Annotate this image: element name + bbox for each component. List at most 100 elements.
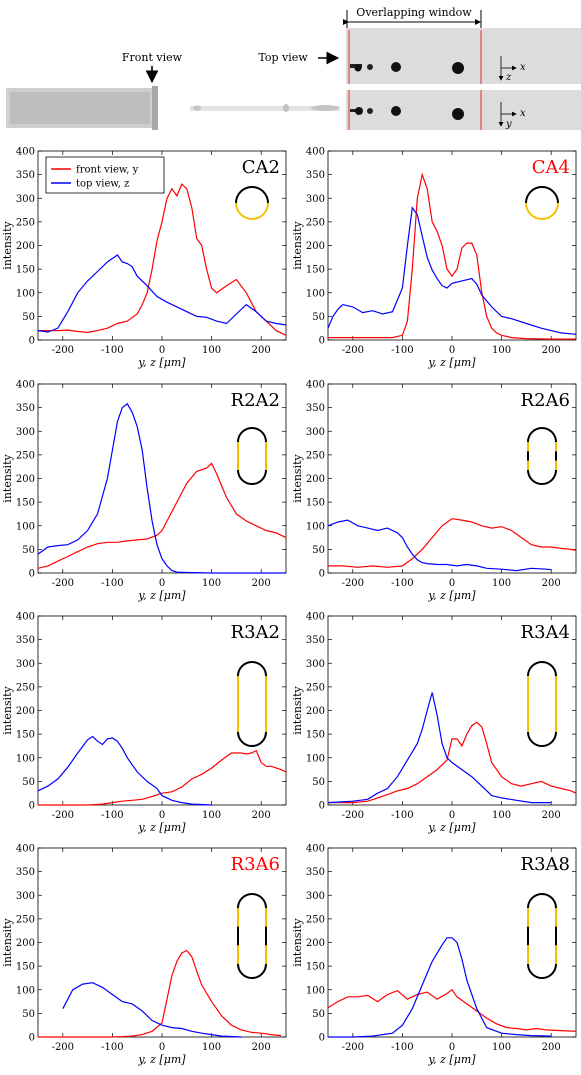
x-axis-label: y, z [μm]: [137, 356, 186, 369]
y-tick-label: 100: [16, 753, 35, 764]
front-view-image: [6, 86, 581, 130]
cross-section-shape-icon: [527, 427, 557, 485]
x-tick-label: 100: [202, 345, 221, 356]
y-tick-label: 200: [306, 474, 325, 485]
axes-glyph-top: x z: [498, 56, 526, 83]
y-tick-label: 50: [22, 1009, 35, 1020]
y-tick-label: 0: [319, 1033, 325, 1044]
svg-text:x: x: [520, 62, 526, 73]
y-axis-label: intensity: [291, 686, 304, 735]
chart-panel-5: -200 -100 0 100 200 0 50 100 150 200 250 300 350 400 y…: [290, 607, 580, 839]
y-tick-label: 0: [319, 336, 325, 347]
series-line-front-view: [328, 518, 577, 568]
y-tick-label: 350: [306, 403, 325, 414]
y-tick-label: 150: [306, 265, 325, 276]
y-tick-label: 150: [16, 498, 35, 509]
shape-cap-bottom: [527, 963, 557, 979]
y-tick-label: 150: [16, 265, 35, 276]
y-tick-label: 200: [16, 938, 35, 949]
x-tick-label: 0: [159, 810, 165, 821]
shape-cap-bottom: [237, 469, 267, 485]
y-tick-label: 350: [306, 170, 325, 181]
shape-cap-top: [527, 427, 557, 443]
shape-arc-top: [235, 186, 269, 204]
y-axis-label: intensity: [291, 454, 304, 503]
y-tick-label: 200: [16, 241, 35, 252]
chart-panel-1: -200 -100 0 100 200 0 50 100 150 200 250 300 350 400 y…: [290, 142, 580, 374]
y-tick-label: 250: [16, 450, 35, 461]
y-tick-label: 300: [306, 659, 325, 670]
x-tick-label: 0: [449, 578, 455, 589]
chart-title: R3A8: [521, 854, 570, 875]
x-tick-label: 100: [492, 1042, 511, 1053]
overlap-window-label: Overlapping window: [356, 6, 472, 19]
y-tick-label: 400: [16, 612, 35, 623]
shape-cap-top: [527, 893, 557, 909]
series-line-top-view: [62, 982, 242, 1038]
chart-title: R2A6: [521, 390, 570, 411]
cross-section-shape-icon: [237, 893, 267, 979]
x-tick-label: -100: [391, 810, 413, 821]
y-tick-label: 200: [16, 706, 35, 717]
x-tick-label: 100: [492, 345, 511, 356]
y-tick-label: 250: [306, 450, 325, 461]
plot-frame: [327, 847, 577, 1038]
y-tick-label: 350: [16, 867, 35, 878]
chart-title: R2A2: [231, 390, 280, 411]
plot-frame: [327, 383, 577, 574]
y-tick-label: 350: [306, 635, 325, 646]
x-tick-label: 200: [252, 810, 271, 821]
chart-title: CA4: [532, 157, 570, 178]
x-tick-label: -200: [342, 810, 364, 821]
chart-panel-3: -200 -100 0 100 200 0 50 100 150 200 250 300 350 400 y…: [290, 375, 580, 607]
x-tick-label: 0: [449, 810, 455, 821]
y-tick-label: 250: [306, 682, 325, 693]
x-tick-label: 100: [492, 810, 511, 821]
y-tick-label: 350: [16, 635, 35, 646]
x-tick-label: -100: [391, 345, 413, 356]
y-tick-label: 100: [16, 288, 35, 299]
y-tick-label: 200: [306, 241, 325, 252]
x-tick-label: -200: [342, 578, 364, 589]
chart-panel-0: -200 -100 0 100 200 0 50 100 150 200 250 300 350 400 y…: [0, 142, 290, 374]
x-tick-label: 200: [252, 1042, 271, 1053]
y-tick-label: 0: [29, 336, 35, 347]
legend-entry: top view, z: [76, 179, 129, 190]
axes-glyph-front: x y: [498, 102, 526, 130]
y-tick-label: 350: [16, 403, 35, 414]
x-tick-label: -100: [101, 578, 123, 589]
y-tick-label: 50: [22, 777, 35, 788]
svg-text:z: z: [505, 72, 512, 83]
series-line-top-view: [37, 735, 212, 806]
y-tick-label: 400: [306, 612, 325, 623]
x-tick-label: -200: [52, 345, 74, 356]
x-tick-label: -100: [391, 578, 413, 589]
shape-cap-bottom: [237, 963, 267, 979]
x-axis-label: y, z [μm]: [427, 821, 476, 834]
legend-entry: front view, y: [76, 165, 139, 176]
top-view-image: [346, 28, 581, 84]
y-axis-label: intensity: [291, 221, 304, 270]
plot-frame: [37, 615, 287, 806]
cross-section-shape-icon: [527, 661, 557, 747]
chart-r3a2: -200 -100 0 100 200 0 50 100 150 200 250 300 350 400 y…: [1, 612, 287, 834]
y-tick-label: 400: [306, 147, 325, 158]
y-tick-label: 400: [306, 380, 325, 391]
y-tick-label: 250: [16, 217, 35, 228]
y-axis-label: intensity: [291, 918, 304, 967]
y-tick-label: 100: [306, 753, 325, 764]
shape-arc-bottom: [525, 202, 559, 220]
chart-ca4: -200 -100 0 100 200 0 50 100 150 200 250 300 350 400 y…: [291, 147, 577, 369]
cross-section-shape-icon: [237, 427, 267, 485]
y-tick-label: 150: [306, 730, 325, 741]
shape-cap-top: [237, 893, 267, 909]
y-tick-label: 100: [16, 521, 35, 532]
x-tick-label: 0: [449, 1042, 455, 1053]
y-tick-label: 100: [306, 288, 325, 299]
y-axis-label: intensity: [1, 454, 14, 503]
y-tick-label: 300: [16, 891, 35, 902]
chart-r2a2: -200 -100 0 100 200 0 50 100 150 200 250 300 350 400 y…: [1, 380, 287, 602]
shape-cap-bottom: [237, 731, 267, 747]
y-tick-label: 0: [319, 569, 325, 580]
series-line-top-view: [328, 937, 552, 1038]
